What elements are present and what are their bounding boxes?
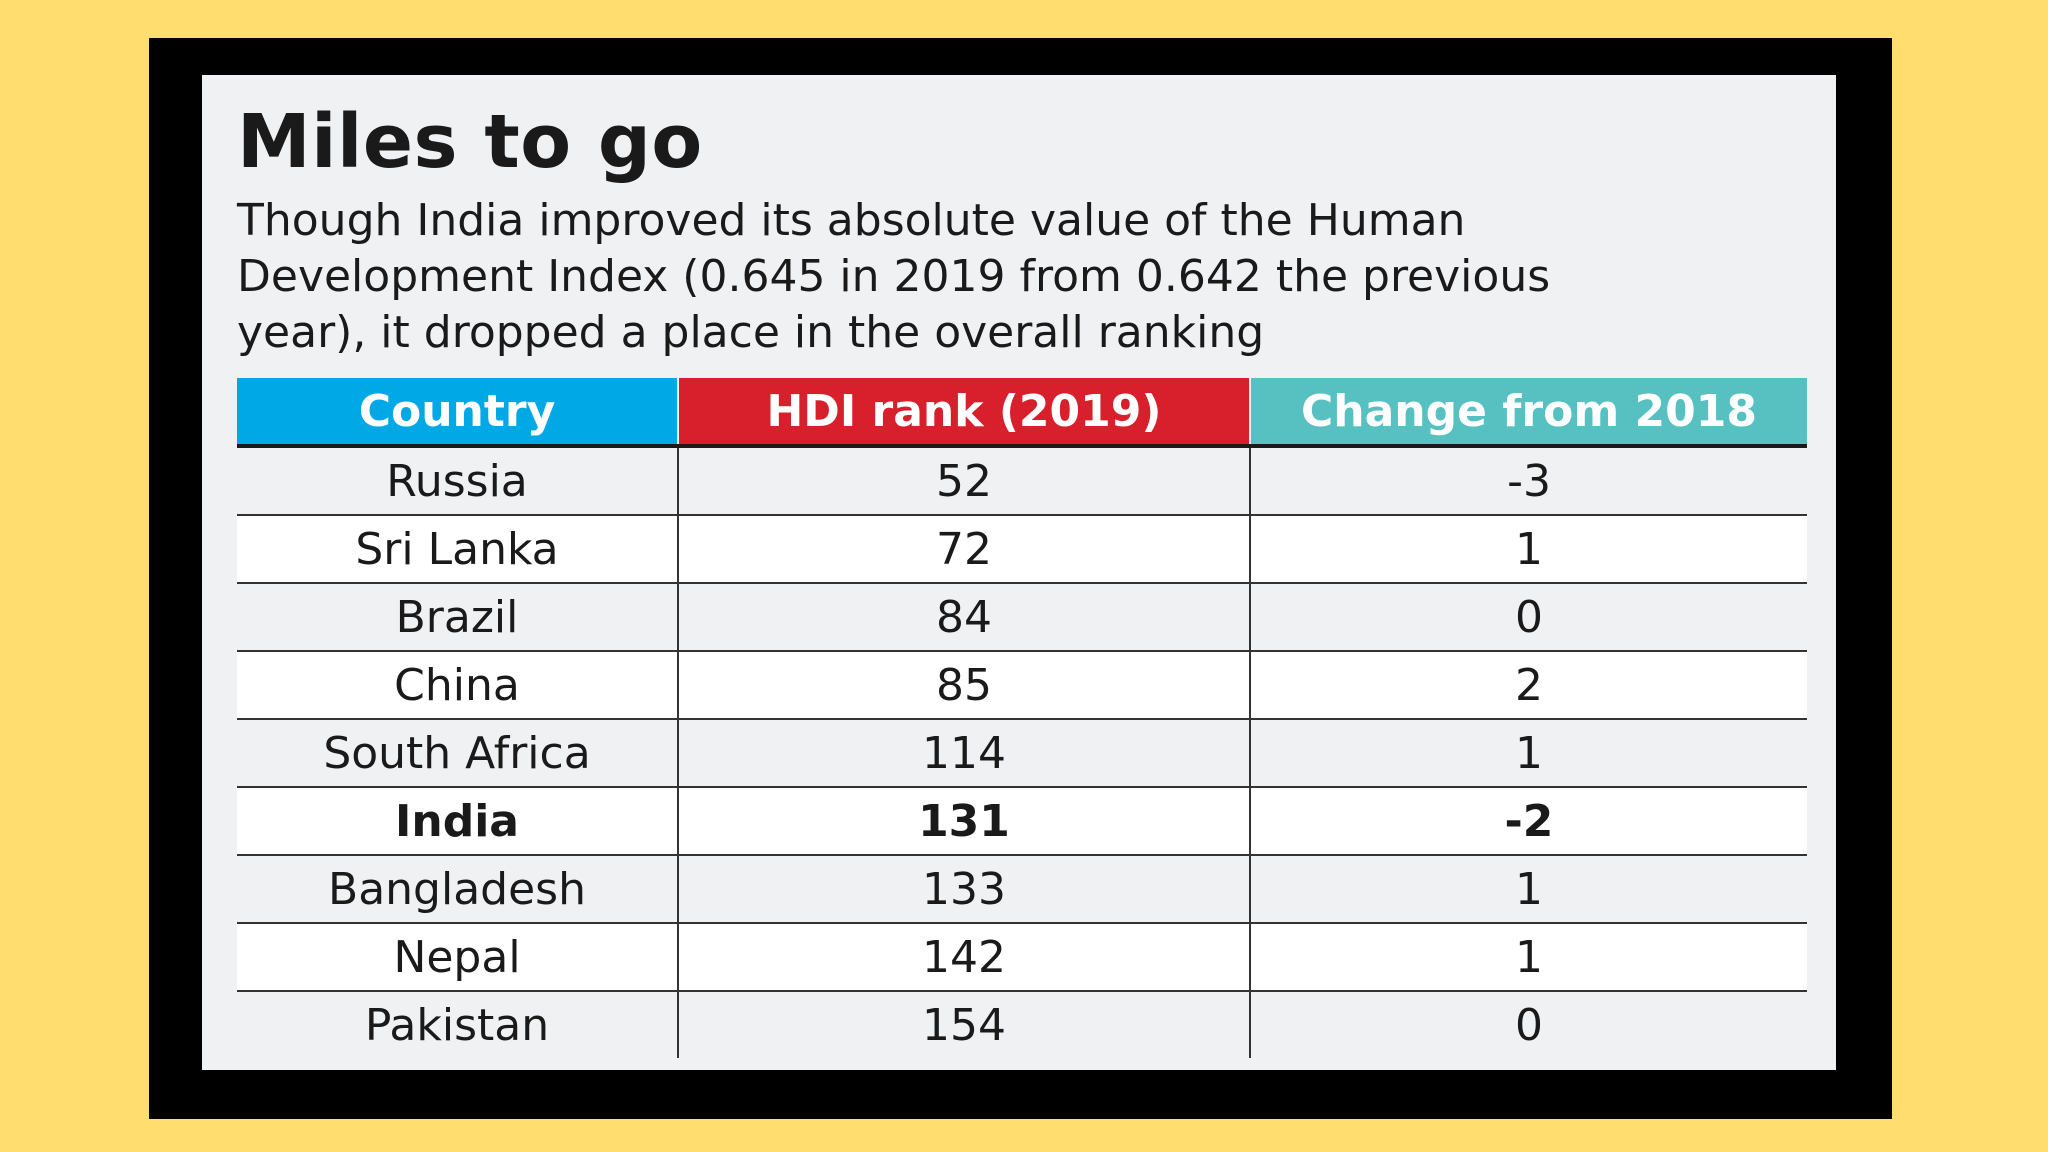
cell-country: Sri Lanka	[237, 515, 678, 584]
cell-rank: 84	[677, 583, 1250, 652]
header-hdi-rank: HDI rank (2019)	[677, 378, 1250, 448]
infographic-card: Miles to go Though India improved its ab…	[202, 75, 1836, 1070]
cell-rank: 131	[677, 787, 1250, 856]
cell-country: India	[237, 787, 678, 856]
cell-rank: 154	[677, 991, 1250, 1058]
cell-change: 1	[1249, 719, 1807, 788]
table-row: South Africa 114 1	[237, 719, 1807, 788]
cell-rank: 142	[677, 923, 1250, 992]
cell-change: 0	[1249, 583, 1807, 652]
cell-country: Pakistan	[237, 991, 678, 1058]
hdi-table: Country HDI rank (2019) Change from 2018…	[237, 378, 1807, 1058]
cell-change: 1	[1249, 923, 1807, 992]
cell-change: -3	[1249, 446, 1807, 516]
black-frame: Miles to go Though India improved its ab…	[149, 38, 1892, 1119]
table-row: Sri Lanka 72 1	[237, 515, 1807, 584]
cell-country: Russia	[237, 446, 678, 516]
cell-rank: 72	[677, 515, 1250, 584]
cell-rank: 114	[677, 719, 1250, 788]
cell-country: Bangladesh	[237, 855, 678, 924]
cell-change: 2	[1249, 651, 1807, 720]
cell-rank: 52	[677, 446, 1250, 516]
cell-rank: 133	[677, 855, 1250, 924]
header-country: Country	[237, 378, 678, 448]
header-change: Change from 2018	[1249, 378, 1807, 448]
table-header-row: Country HDI rank (2019) Change from 2018	[237, 378, 1807, 448]
chart-subtitle: Though India improved its absolute value…	[237, 195, 1551, 358]
cell-country: Brazil	[237, 583, 678, 652]
table-row: Russia 52 -3	[237, 446, 1807, 516]
cell-change: -2	[1249, 787, 1807, 856]
table-row: Brazil 84 0	[237, 583, 1807, 652]
table-row: Bangladesh 133 1	[237, 855, 1807, 924]
cell-country: China	[237, 651, 678, 720]
table-row-highlighted: India 131 -2	[237, 787, 1807, 856]
table-row: Pakistan 154 0	[237, 991, 1807, 1058]
cell-change: 1	[1249, 515, 1807, 584]
table-row: China 85 2	[237, 651, 1807, 720]
cell-change: 0	[1249, 991, 1807, 1058]
cell-country: South Africa	[237, 719, 678, 788]
table-row: Nepal 142 1	[237, 923, 1807, 992]
cell-rank: 85	[677, 651, 1250, 720]
cell-country: Nepal	[237, 923, 678, 992]
cell-change: 1	[1249, 855, 1807, 924]
chart-title: Miles to go	[237, 99, 703, 185]
